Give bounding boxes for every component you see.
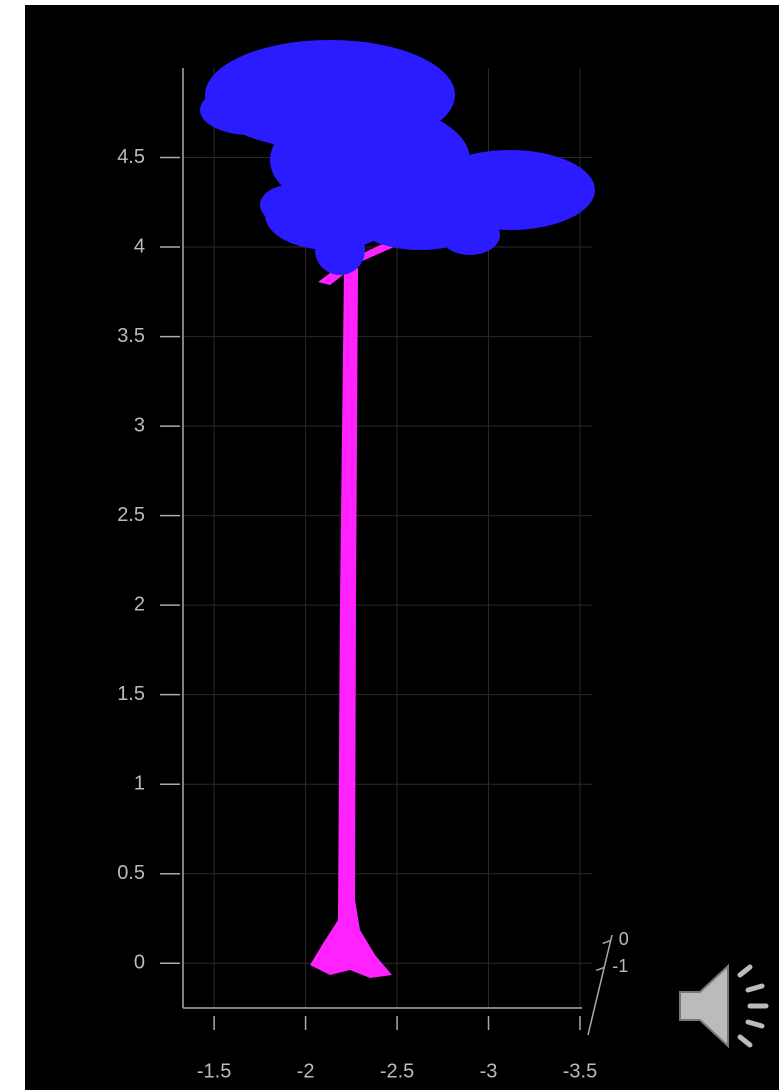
x-tick-label: -2 — [297, 1060, 315, 1082]
screen: 0 0.5 1 1.5 2 2.5 3 3.5 4 4.5 -1.5 -2 -2.5 -3 -3.5 -1 0 — [0, 0, 779, 1090]
y-tick-label: 1.5 — [117, 683, 145, 705]
y-tick-label: 2.5 — [117, 504, 145, 526]
y-tick-label: 0.5 — [117, 862, 145, 884]
y-tick-label: 3 — [134, 414, 145, 436]
y-tick-label: 3.5 — [117, 325, 145, 347]
x-tick-label: -3.5 — [563, 1060, 597, 1082]
x-tick-label: -3 — [480, 1060, 498, 1082]
z-tick-label: -1 — [612, 956, 628, 976]
y-tick-label: 4.5 — [117, 146, 145, 168]
x-tick-label: -2.5 — [380, 1060, 414, 1082]
y-tick-label: 4 — [134, 235, 145, 257]
y-tick-label: 1 — [134, 772, 145, 794]
y-tick-label: 0 — [134, 952, 145, 974]
x-tick-label: -1.5 — [197, 1060, 231, 1082]
z-tick-label: 0 — [619, 929, 629, 949]
y-tick-label: 2 — [134, 593, 145, 615]
